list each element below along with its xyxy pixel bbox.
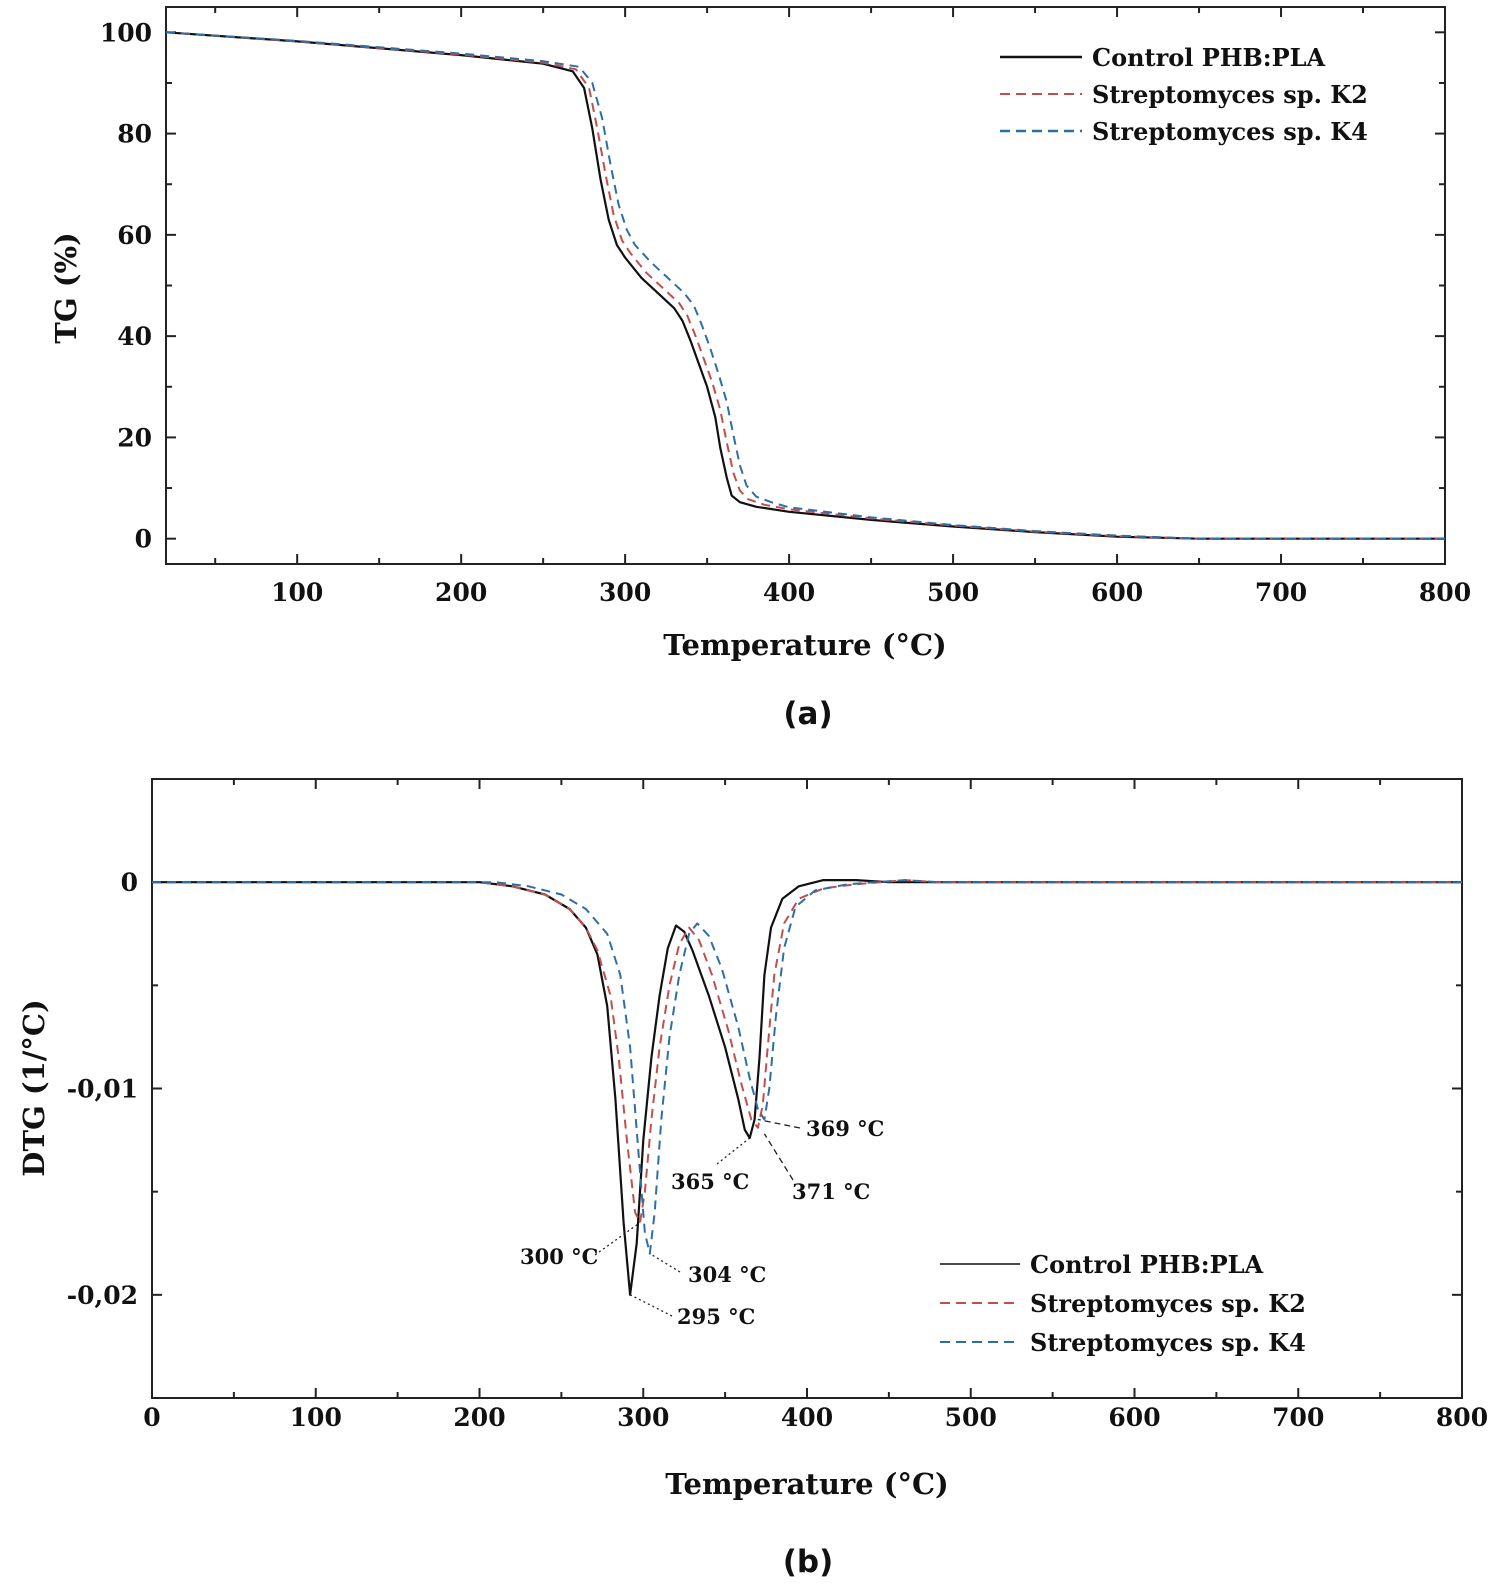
legend-b-label-control: Control PHB:PLA <box>1030 1250 1264 1279</box>
legend-a-label-control: Control PHB:PLA <box>1092 43 1326 72</box>
panel-a-y-tick-labels: 0 20 40 60 80 100 <box>100 18 152 553</box>
panel-a-ticks <box>166 7 1446 564</box>
y-tick-label: 0 <box>135 525 152 554</box>
panel-b-x-axis-title: Temperature (°C) <box>665 1467 949 1501</box>
panel-a-x-axis-title: Temperature (°C) <box>663 628 947 662</box>
x-tick-label: 500 <box>927 578 979 607</box>
annotation-leader-369 <box>757 1118 801 1129</box>
x-tick-label: 500 <box>945 1403 997 1432</box>
x-tick-label: 400 <box>781 1403 833 1432</box>
panel-a-series <box>165 31 1445 540</box>
annotation-leader-300 <box>594 1222 641 1256</box>
panel-b-series <box>152 879 1462 1296</box>
y-tick-label: 100 <box>100 18 152 47</box>
panel-a-legend: Control PHB:PLA Streptomyces sp. K2 Stre… <box>1000 43 1368 146</box>
x-tick-label: 300 <box>617 1403 669 1432</box>
annotation-304: 304 °C <box>688 1262 766 1287</box>
x-tick-label: 0 <box>143 1403 160 1432</box>
series-line-k2 <box>152 879 1462 1224</box>
x-tick-label: 600 <box>1091 578 1143 607</box>
series-line-k4 <box>165 31 1445 540</box>
panel-b-annotations: 300 °C 304 °C 295 °C 365 °C 369 °C 371 °… <box>520 1116 884 1329</box>
panel-a-x-tick-labels: 100 200 300 400 500 600 700 800 <box>271 578 1471 607</box>
x-tick-label: 300 <box>599 578 651 607</box>
legend-a-label-k4: Streptomyces sp. K4 <box>1092 117 1368 146</box>
x-tick-label: 800 <box>1419 578 1471 607</box>
panel-a-label: (a) <box>783 696 832 732</box>
annotation-leader-295 <box>629 1294 673 1317</box>
legend-b-label-k2: Streptomyces sp. K2 <box>1030 1289 1306 1318</box>
series-line-control <box>165 31 1445 540</box>
x-tick-label: 800 <box>1436 1403 1488 1432</box>
y-tick-label: 20 <box>117 423 152 452</box>
annotation-leader-371 <box>763 1133 794 1181</box>
series-line-control <box>152 879 1462 1296</box>
y-tick-label: 60 <box>117 221 152 250</box>
y-tick-label: -0,02 <box>67 1281 138 1310</box>
x-tick-label: 100 <box>290 1403 342 1432</box>
x-tick-label: 600 <box>1108 1403 1160 1432</box>
x-tick-label: 100 <box>271 578 323 607</box>
y-tick-label: 40 <box>117 322 152 351</box>
x-tick-label: 400 <box>763 578 815 607</box>
panel-a-y-axis-title: TG (%) <box>49 232 83 343</box>
panel-b-label: (b) <box>783 1544 834 1580</box>
panel-b-x-tick-labels: 0 100 200 300 400 500 600 700 800 <box>143 1403 1488 1432</box>
x-tick-label: 700 <box>1255 578 1307 607</box>
y-tick-label: -0,01 <box>67 1075 138 1104</box>
annotation-leader-304 <box>649 1253 681 1273</box>
x-tick-label: 700 <box>1272 1403 1324 1432</box>
panel-b-legend: Control PHB:PLA Streptomyces sp. K2 Stre… <box>940 1250 1306 1357</box>
series-line-k4 <box>152 879 1462 1255</box>
annotation-300: 300 °C <box>520 1244 598 1269</box>
panel-a-chart: 100 200 300 400 500 600 700 800 0 20 40 60 80 100 Co… <box>49 6 1471 732</box>
annotation-295: 295 °C <box>677 1304 755 1329</box>
x-tick-label: 200 <box>435 578 487 607</box>
annotation-365: 365 °C <box>671 1169 749 1194</box>
legend-a-label-k2: Streptomyces sp. K2 <box>1092 80 1368 109</box>
annotation-leader-365 <box>716 1137 751 1165</box>
legend-b-label-k4: Streptomyces sp. K4 <box>1030 1328 1306 1357</box>
y-tick-label: 0 <box>121 868 138 897</box>
annotation-371: 371 °C <box>792 1179 870 1204</box>
x-tick-label: 200 <box>453 1403 505 1432</box>
annotation-369: 369 °C <box>806 1116 884 1141</box>
panel-b-y-axis-title: DTG (1/°C) <box>17 999 51 1176</box>
panel-b-ticks <box>151 778 1463 1399</box>
y-tick-label: 80 <box>117 120 152 149</box>
panel-b-y-tick-labels: 0 -0,01 -0,02 <box>67 868 138 1310</box>
panel-b-chart: 0 100 200 300 400 500 600 700 800 0 -0,01 -0,02 30… <box>17 778 1488 1580</box>
